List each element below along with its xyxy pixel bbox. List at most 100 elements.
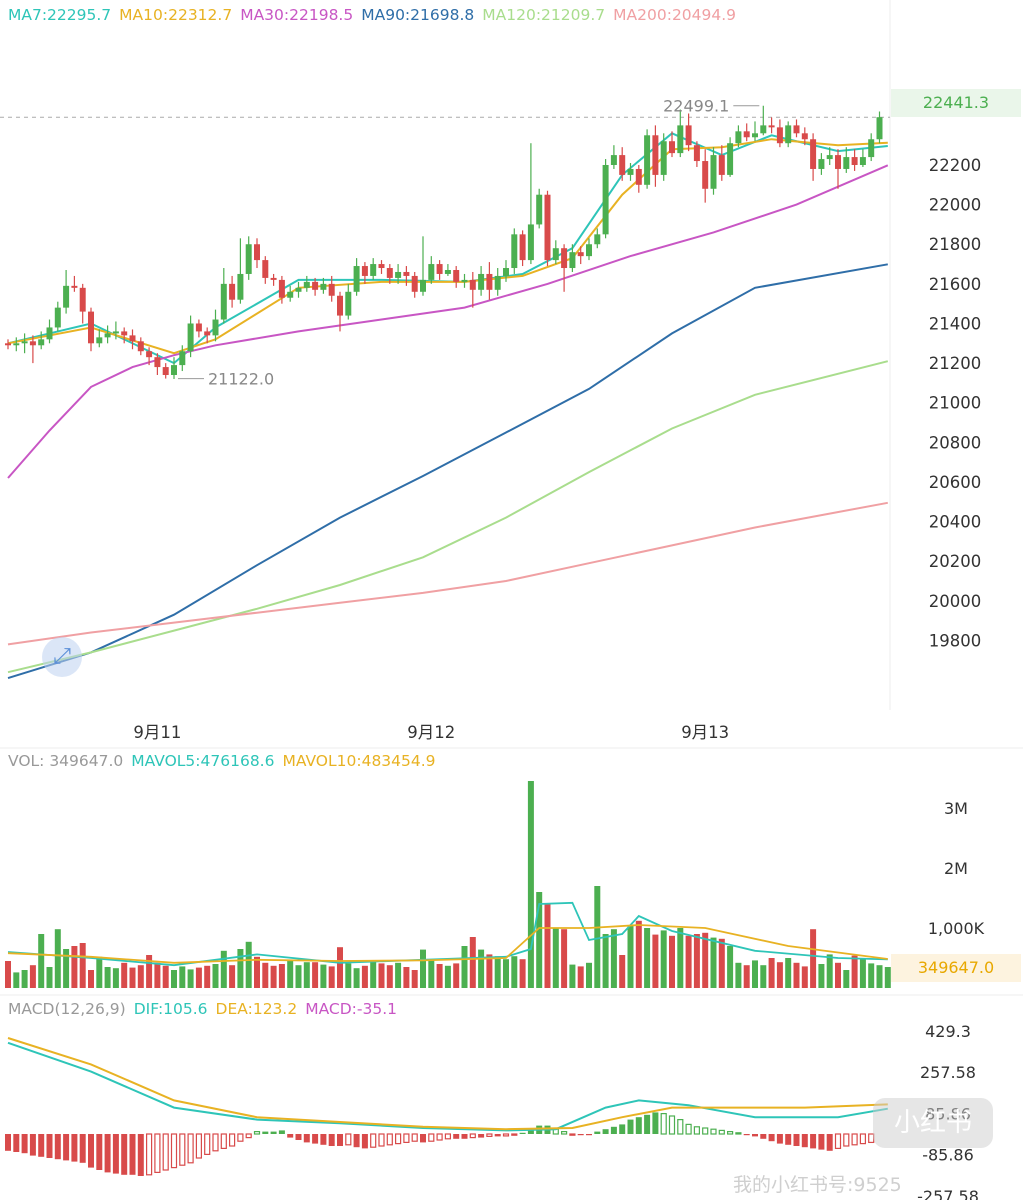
candle-body bbox=[353, 266, 360, 292]
volume-bar bbox=[868, 963, 875, 988]
macd-histogram-bar bbox=[785, 1134, 792, 1145]
candle-body bbox=[718, 155, 725, 175]
candle-body bbox=[776, 127, 783, 144]
candle-body bbox=[345, 291, 352, 316]
volume-bar bbox=[104, 967, 111, 988]
volume-bar bbox=[586, 962, 592, 988]
volume-bar bbox=[303, 962, 310, 988]
macd-tick-label: 429.3 bbox=[925, 1022, 971, 1041]
date-tick-label: 9月13 bbox=[681, 723, 729, 742]
candle-body bbox=[254, 244, 260, 261]
volume-bar bbox=[859, 958, 866, 988]
volume-bar bbox=[727, 946, 734, 988]
candle-body bbox=[79, 287, 86, 312]
volume-bar bbox=[561, 929, 568, 988]
candle-body bbox=[859, 157, 866, 165]
volume-bar bbox=[254, 956, 260, 988]
price-tick-label: 22000 bbox=[929, 196, 982, 215]
volume-tick-label: 3M bbox=[944, 799, 968, 818]
volume-bar bbox=[220, 950, 227, 988]
candle-body bbox=[627, 168, 634, 175]
volume-bar bbox=[884, 967, 891, 988]
candle-body bbox=[801, 133, 808, 140]
macd-histogram-bar bbox=[760, 1134, 767, 1139]
candle-body bbox=[693, 145, 700, 162]
price-tick-label: 20400 bbox=[929, 513, 982, 532]
macd-histogram-bar bbox=[834, 1133, 842, 1149]
volume-bar bbox=[461, 946, 468, 988]
volume-bar bbox=[411, 970, 418, 988]
volume-bar bbox=[46, 967, 53, 988]
macd-histogram-bar bbox=[5, 1134, 11, 1151]
candle-body bbox=[602, 165, 609, 235]
candle-body bbox=[461, 279, 468, 282]
volume-bar bbox=[577, 966, 584, 988]
mavol5-line bbox=[7, 901, 888, 967]
price-tick-label: 21200 bbox=[929, 354, 982, 373]
candle-body bbox=[685, 125, 692, 146]
high-marker-label: 22499.1 bbox=[663, 97, 729, 116]
xiaohongshu-logo: 小红书 bbox=[873, 1098, 993, 1148]
macd-histogram-bar bbox=[63, 1134, 70, 1161]
volume-bar bbox=[63, 949, 70, 988]
macd-histogram-bar bbox=[187, 1133, 194, 1164]
volume-legend: VOL: 349647.0 MAVOL5:476168.6 MAVOL10:4834… bbox=[8, 752, 444, 770]
price-tick-label: 20200 bbox=[929, 552, 982, 571]
candle-body bbox=[295, 287, 302, 292]
macd-histogram-bar bbox=[46, 1134, 53, 1158]
volume-bar bbox=[187, 969, 194, 988]
volume-bar bbox=[287, 961, 294, 988]
candle-body bbox=[644, 135, 651, 185]
volume-bar bbox=[785, 958, 792, 988]
macd-histogram-bar bbox=[312, 1134, 319, 1144]
volume-bar bbox=[735, 962, 742, 988]
candle-body bbox=[287, 291, 294, 298]
volume-bar bbox=[511, 956, 518, 988]
candle-body bbox=[577, 252, 584, 257]
dif-line bbox=[7, 1041, 888, 1132]
ma-line-ma120 bbox=[7, 360, 889, 674]
candle-body bbox=[187, 323, 194, 352]
macd-histogram-bar bbox=[702, 1127, 709, 1135]
macd-histogram-bar bbox=[411, 1133, 418, 1142]
macd-histogram-bar bbox=[212, 1133, 219, 1152]
price-tick-label: 19800 bbox=[929, 631, 982, 650]
macd-histogram-bar bbox=[204, 1133, 211, 1155]
macd-histogram-bar bbox=[287, 1134, 294, 1138]
volume-bar bbox=[669, 935, 675, 988]
candle-body bbox=[146, 351, 153, 358]
volume-bar bbox=[851, 955, 858, 988]
candle-body bbox=[835, 155, 841, 169]
macd-histogram-bar bbox=[586, 1134, 592, 1136]
macd-histogram-bar bbox=[527, 1129, 534, 1134]
candle-body bbox=[320, 283, 327, 290]
macd-histogram-bar bbox=[436, 1133, 443, 1141]
volume-bar bbox=[270, 965, 277, 988]
candle-body bbox=[96, 337, 103, 344]
macd-histogram-bar bbox=[54, 1134, 61, 1160]
macd-histogram-bar bbox=[129, 1134, 136, 1175]
macd-histogram-bar bbox=[793, 1134, 800, 1146]
macd-histogram-bar bbox=[253, 1130, 261, 1135]
volume-bar bbox=[237, 949, 244, 988]
ma-legend-item: MA90:21698.8 bbox=[361, 6, 475, 24]
candle-body bbox=[851, 157, 858, 165]
macd-histogram-bar bbox=[569, 1133, 576, 1136]
macd-histogram-bar bbox=[594, 1131, 601, 1134]
candle-body bbox=[428, 264, 435, 280]
volume-bar bbox=[627, 925, 634, 988]
macd-histogram-bar bbox=[420, 1134, 426, 1143]
candle-body bbox=[735, 131, 742, 144]
candle-body bbox=[171, 365, 177, 375]
volume-bar bbox=[179, 966, 186, 988]
volume-bar bbox=[129, 967, 136, 988]
macd-histogram-bar bbox=[776, 1134, 783, 1144]
volume-bar bbox=[444, 965, 451, 988]
price-tick-label: 21400 bbox=[929, 314, 982, 333]
candle-body bbox=[702, 161, 709, 189]
ma-legend-item: MA30:22198.5 bbox=[240, 6, 354, 24]
resize-icon[interactable]: ⤢ bbox=[42, 637, 82, 677]
macd-histogram-bar bbox=[619, 1124, 626, 1134]
